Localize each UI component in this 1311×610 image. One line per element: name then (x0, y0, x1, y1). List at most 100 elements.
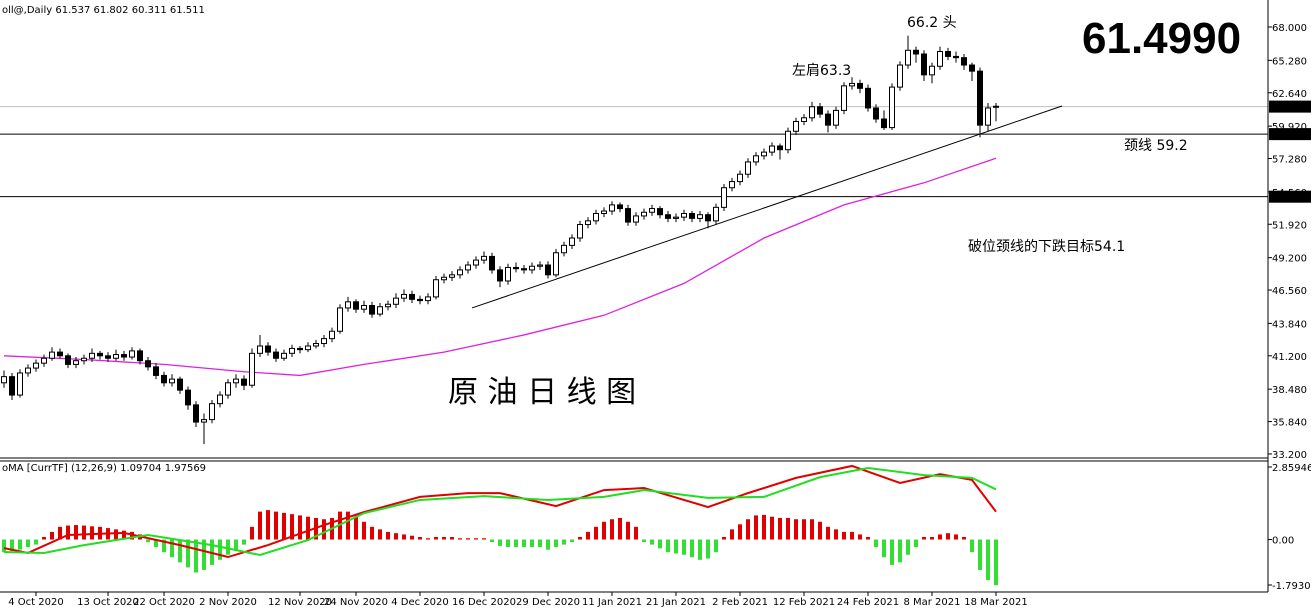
candle-body (905, 49, 911, 66)
candle-body (417, 298, 423, 302)
candle-body (481, 255, 487, 261)
histogram-bar (970, 539, 974, 553)
candle-body (681, 212, 687, 218)
x-tick-label: 4 Oct 2020 (8, 597, 63, 608)
histogram-bar (930, 536, 934, 540)
candle-body (201, 419, 207, 423)
annotation: 原 油 日 线 图 (448, 375, 636, 410)
histogram-bar (898, 539, 902, 563)
histogram-bar (722, 536, 726, 540)
candle-body (241, 378, 247, 386)
histogram-bar (122, 530, 126, 540)
histogram-bar (642, 539, 646, 543)
macd-line (3, 464, 997, 559)
histogram-bar (274, 511, 278, 540)
histogram-bar (474, 538, 478, 540)
candle-body (665, 214, 671, 219)
candle-body (593, 212, 599, 222)
candle-body (537, 264, 543, 267)
candle-body (985, 107, 991, 126)
histogram-bar (978, 539, 982, 570)
price-box (1269, 190, 1311, 203)
macd-panel (2, 464, 1272, 586)
histogram-bar (306, 516, 310, 540)
candle-body (521, 268, 527, 271)
histogram-bar (514, 539, 518, 548)
candle-body (353, 301, 359, 310)
x-tick-label: 12 Feb 2021 (773, 597, 835, 608)
candle-body (961, 57, 967, 66)
histogram-bar (858, 534, 862, 540)
histogram-bar (130, 531, 134, 540)
candle-body (625, 208, 631, 223)
y-tick-label: 51.920 (1272, 220, 1307, 231)
histogram-bar (370, 526, 374, 540)
candle-body (273, 351, 279, 359)
histogram-bar (194, 539, 198, 573)
histogram-bar (618, 517, 622, 540)
histogram-bar (202, 539, 206, 570)
candle-body (257, 345, 263, 354)
candle-body (289, 347, 295, 354)
indicator: oMA [CurrTF] (12,26,9) (2, 463, 117, 474)
candle-body (65, 355, 71, 365)
histogram-bar (426, 538, 430, 540)
histogram-bar (18, 539, 22, 550)
candle-body (401, 293, 407, 299)
x-tick-label: 24 Nov 2020 (324, 597, 388, 608)
histogram-bar (378, 529, 382, 540)
signal-value: 1.97569 (165, 463, 206, 474)
candle-body (841, 85, 847, 111)
histogram-bar (802, 519, 806, 540)
candle-body (225, 382, 231, 396)
candle-body (497, 269, 503, 282)
candle-body (657, 208, 663, 216)
candle-body (57, 351, 63, 357)
candle-body (833, 109, 839, 126)
y-tick-label: 57.280 (1272, 155, 1307, 166)
candle-body (801, 117, 807, 122)
candle-body (849, 82, 855, 87)
candle-body (105, 355, 111, 359)
candle-body (17, 372, 23, 396)
histogram-bar (754, 515, 758, 540)
candle-body (793, 120, 799, 132)
candle-body (785, 130, 791, 151)
histogram-bar (354, 516, 358, 540)
candle-body (313, 343, 319, 347)
histogram-bar (162, 539, 166, 553)
histogram-bar (42, 536, 46, 540)
histogram-bar (986, 539, 990, 581)
histogram-bar (218, 539, 222, 560)
histogram-bar (770, 516, 774, 540)
macd-header: oMA [CurrTF] (12,26,9) 1.09704 1.97569 (2, 463, 206, 474)
histogram-bar (610, 519, 614, 540)
candle-body (713, 206, 719, 222)
histogram-bar (322, 519, 326, 540)
histogram-bar (466, 538, 470, 540)
candle-body (553, 252, 559, 276)
candle-body (825, 113, 831, 126)
y-tick-label: -1.79305 (1272, 581, 1311, 592)
y-tick-label: 68.000 (1272, 23, 1307, 34)
candle-body (81, 357, 87, 362)
histogram-bar (634, 526, 638, 540)
candle-body (137, 350, 143, 362)
candle-body (945, 51, 951, 57)
candle-body (33, 362, 39, 369)
histogram-bar (186, 539, 190, 568)
histogram-bar (450, 536, 454, 540)
y-tick-label: 62.640 (1272, 89, 1307, 100)
histogram-bar (458, 538, 462, 540)
x-tick-label: 13 Oct 2020 (77, 597, 139, 608)
histogram-bar (906, 539, 910, 555)
candle-body (929, 65, 935, 76)
candle-body (753, 155, 759, 163)
candle-body (161, 374, 167, 384)
y-tick-label: 43.840 (1272, 319, 1307, 330)
candle-body (217, 394, 223, 405)
symbol: oll@,Daily (2, 5, 52, 16)
histogram-bar (538, 539, 542, 548)
